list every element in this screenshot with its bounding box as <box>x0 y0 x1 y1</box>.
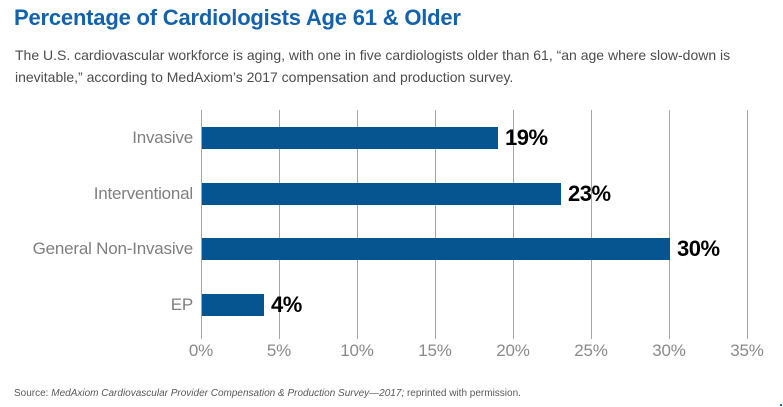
bar-value-label: 23% <box>568 181 611 206</box>
gridline-20% <box>513 110 514 339</box>
bar-value-label: 19% <box>505 125 548 150</box>
plot-area: 19% 23% 30% 4% <box>201 110 748 339</box>
x-tick-label: 30% <box>652 341 686 360</box>
gridline-30% <box>669 110 670 339</box>
bar-value-label: 4% <box>271 292 302 317</box>
chart-title: Percentage of Cardiologists Age 61 & Old… <box>14 5 461 30</box>
bar-general-non-invasive <box>202 238 670 260</box>
category-label: EP <box>170 295 193 314</box>
bar-value-label: 30% <box>677 236 720 261</box>
category-label: Interventional <box>93 184 193 203</box>
source-note: Source: MedAxiom Cardiovascular Provider… <box>14 388 521 399</box>
bar-ep <box>202 294 264 316</box>
bar-invasive <box>202 127 498 149</box>
source-note-prefix: Source: <box>14 388 52 399</box>
bar-interventional <box>202 183 561 205</box>
x-axis-labels: 0% 5% 10% 15% 20% 25% 30% 35% <box>189 341 764 363</box>
x-tick-label: 10% <box>340 341 374 360</box>
x-tick-label: 25% <box>574 341 608 360</box>
gridline-15% <box>435 110 436 339</box>
gridline-25% <box>591 110 592 339</box>
x-tick-label: 20% <box>496 341 530 360</box>
gridline-35% <box>747 110 748 339</box>
x-tick-label: 5% <box>266 341 292 360</box>
category-label: General Non-Invasive <box>32 239 194 258</box>
chart-subtitle: The U.S. cardiovascular workforce is agi… <box>15 47 731 85</box>
category-label: Invasive <box>132 128 193 147</box>
gridline-0% <box>201 110 202 339</box>
source-note-suffix: reprinted with permission. <box>404 388 521 399</box>
gridline-10% <box>357 110 358 339</box>
gridline-5% <box>279 110 280 339</box>
source-note-citation: MedAxiom Cardiovascular Provider Compens… <box>51 388 405 399</box>
x-tick-label: 15% <box>418 341 452 360</box>
x-tick-label: 0% <box>188 341 214 360</box>
x-tick-label: 35% <box>730 341 764 360</box>
category-axis-labels: Invasive Interventional General Non-Invasi… <box>0 110 194 333</box>
corner-artifact-dot <box>780 404 782 406</box>
